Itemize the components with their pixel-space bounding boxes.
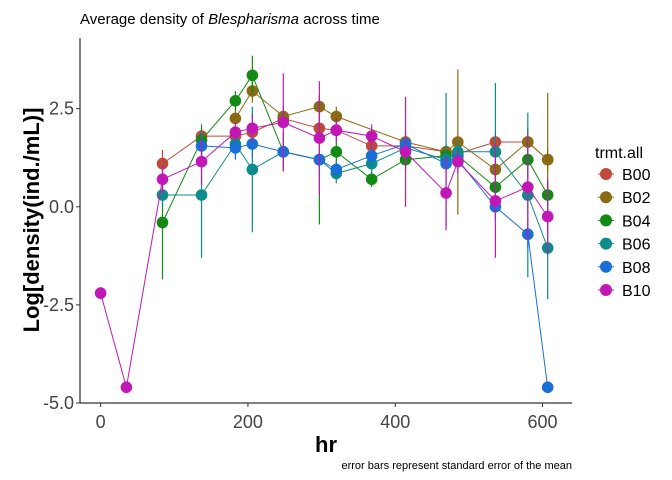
data-point	[541, 153, 554, 166]
data-point	[330, 163, 343, 176]
data-point	[541, 381, 554, 394]
series-B10	[94, 73, 554, 394]
data-point	[330, 110, 343, 123]
series-line	[234, 90, 549, 171]
x-tick-label: 200	[233, 412, 263, 432]
data-point	[365, 130, 378, 142]
legend-item: B10	[598, 283, 651, 300]
y-tick-label: -5.0	[43, 393, 74, 413]
data-point	[156, 216, 169, 229]
legend-key-dot	[600, 168, 612, 180]
data-point	[229, 94, 242, 107]
data-point	[489, 195, 502, 207]
data-point	[365, 149, 378, 162]
legend-item: B04	[598, 213, 651, 230]
chart-title: Average density of Blespharisma across t…	[80, 11, 380, 28]
series-line	[162, 143, 549, 249]
data-point	[94, 287, 107, 299]
data-point	[522, 181, 534, 193]
legend-label: B06	[622, 237, 651, 254]
data-point	[195, 155, 208, 168]
data-point	[277, 116, 290, 129]
data-point	[246, 138, 259, 150]
legend-items: B00 B02 B04 B06 B08 B10	[598, 167, 651, 300]
legend-item: B06	[598, 237, 651, 254]
data-point	[440, 187, 452, 199]
x-tick-label: 400	[380, 412, 410, 432]
x-axis-ticks: 0 200 400 600	[96, 403, 558, 432]
legend-label: B02	[622, 190, 651, 207]
y-tick-label: 0.0	[49, 197, 74, 217]
series-line	[100, 121, 549, 388]
legend-label: B10	[622, 283, 651, 300]
legend-key-dot	[600, 237, 612, 250]
legend-title: trmt.all	[595, 145, 643, 162]
data-point	[246, 163, 259, 176]
legend-item: B02	[598, 190, 651, 207]
legend-label: B08	[622, 260, 651, 277]
y-axis-title: Log[density(ind./mL)]	[19, 108, 44, 333]
data-point	[452, 155, 464, 168]
x-tick-label: 0	[96, 412, 106, 432]
caption: error bars represent standard error of t…	[341, 460, 572, 472]
legend-label: B04	[622, 213, 651, 230]
data-point	[156, 173, 169, 186]
legend: trmt.all B00 B02 B04 B06 B08 B10	[595, 145, 651, 300]
x-tick-label: 600	[528, 412, 558, 432]
data-point	[229, 142, 242, 154]
data-point	[313, 132, 326, 144]
data-point	[330, 146, 343, 158]
data-point	[365, 173, 378, 186]
data-point	[229, 112, 242, 125]
legend-key-dot	[600, 191, 612, 204]
data-point	[399, 146, 412, 158]
legend-item: B00	[598, 167, 651, 184]
series-layer	[94, 55, 554, 394]
data-point	[330, 124, 343, 137]
data-point	[229, 126, 242, 138]
data-point	[195, 189, 208, 201]
data-point	[156, 157, 169, 170]
legend-label: B00	[622, 167, 651, 184]
plot-panel: 0 200 400 600 -5.0 -2.5 0.0 2.5	[43, 38, 572, 432]
y-tick-label: -2.5	[43, 295, 74, 315]
x-axis-title: hr	[315, 432, 337, 457]
legend-key-dot	[600, 214, 612, 227]
y-tick-label: 2.5	[49, 99, 74, 119]
data-point	[246, 69, 259, 82]
legend-key-dot	[600, 260, 612, 273]
series-B02	[229, 69, 554, 227]
data-point	[120, 381, 133, 394]
data-point	[246, 122, 259, 135]
legend-item: B08	[598, 260, 651, 277]
data-point	[541, 210, 554, 223]
y-axis-ticks: -5.0 -2.5 0.0 2.5	[43, 99, 80, 413]
legend-key-dot	[600, 284, 612, 296]
